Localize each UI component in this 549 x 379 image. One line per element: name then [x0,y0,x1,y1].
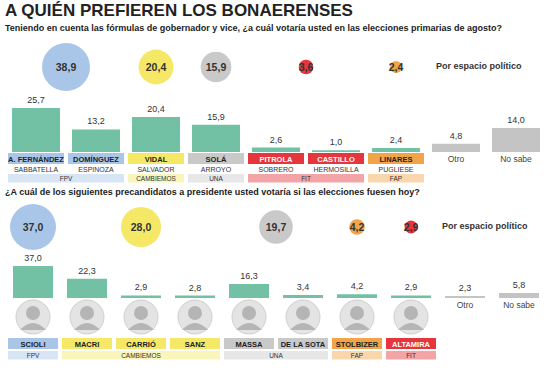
svg-text:FPV: FPV [27,352,40,359]
svg-text:MASSA: MASSA [235,340,263,349]
svg-text:SALVADOR: SALVADOR [137,166,174,173]
html-text:Teniendo en cuenta las fórmula: Teniendo en cuenta las fórmulas de gober… [5,23,502,33]
html-text:Por espacio político: Por espacio político [436,61,522,71]
svg-text:SOLÁ: SOLÁ [206,155,227,164]
svg-text:FAP: FAP [390,175,402,182]
svg-text:DOMÍNGUEZ: DOMÍNGUEZ [73,155,119,164]
svg-text:2,8: 2,8 [189,283,202,293]
svg-text:2,4: 2,4 [389,61,404,73]
svg-text:UNA: UNA [209,175,223,182]
html-text:A QUIÉN PREFIEREN LOS BONAEREN: A QUIÉN PREFIEREN LOS BONAERENSES [5,1,353,20]
svg-text:2,3: 2,3 [459,283,472,293]
svg-text:19,7: 19,7 [266,221,287,233]
svg-text:14,0: 14,0 [507,115,525,125]
svg-text:STOLBIZER: STOLBIZER [336,340,379,349]
svg-text:15,9: 15,9 [206,61,227,73]
svg-text:13,2: 13,2 [87,116,105,126]
svg-text:CAMBIEMOS: CAMBIEMOS [121,352,161,359]
svg-text:2,9: 2,9 [404,221,419,233]
svg-text:28,0: 28,0 [131,221,152,233]
svg-text:FIT: FIT [301,175,311,182]
svg-text:38,9: 38,9 [56,61,77,73]
svg-text:Otro: Otro [448,154,465,164]
svg-text:4,2: 4,2 [351,281,364,291]
svg-text:1,0: 1,0 [330,137,343,147]
svg-text:VIDAL: VIDAL [145,155,168,164]
svg-text:No sabe: No sabe [503,300,535,310]
svg-text:LINARES: LINARES [380,155,413,164]
svg-text:Otro: Otro [457,300,474,310]
svg-text:FAP: FAP [351,352,363,359]
svg-text:22,3: 22,3 [78,266,96,276]
svg-text:FIT: FIT [406,352,416,359]
svg-text:PITROLA: PITROLA [260,155,293,164]
svg-text:PUGLIESE: PUGLIESE [378,166,413,173]
svg-text:16,3: 16,3 [240,271,258,281]
svg-text:No sabe: No sabe [500,154,532,164]
svg-text:SCIOLI: SCIOLI [20,340,45,349]
html-text:¿A cuál de los siguientes prec: ¿A cuál de los siguientes precandidatos … [5,187,420,197]
svg-text:CASTILLO: CASTILLO [317,155,355,164]
svg-text:15,9: 15,9 [207,112,225,122]
svg-text:UNA: UNA [269,352,283,359]
svg-text:DE LA SOTA: DE LA SOTA [281,340,326,349]
svg-text:3,4: 3,4 [297,282,310,292]
svg-text:2,4: 2,4 [390,135,403,145]
svg-text:37,0: 37,0 [23,221,44,233]
svg-text:ESPINOZA: ESPINOZA [78,166,114,173]
svg-text:SABBATELLA: SABBATELLA [14,166,59,173]
svg-text:CAMBIEMOS: CAMBIEMOS [136,175,176,182]
svg-text:2,6: 2,6 [270,135,283,145]
svg-text:A. FERNÁNDEZ: A. FERNÁNDEZ [8,155,64,164]
svg-text:20,4: 20,4 [147,104,165,114]
svg-text:ALTAMIRA: ALTAMIRA [392,340,431,349]
svg-text:HERMOSILLA: HERMOSILLA [313,166,358,173]
svg-text:4,2: 4,2 [350,221,365,233]
svg-text:20,4: 20,4 [146,61,167,73]
svg-text:2,9: 2,9 [405,282,418,292]
svg-text:FPV: FPV [60,175,73,182]
html-text:Por espacio político: Por espacio político [442,221,528,231]
svg-text:ARROYO: ARROYO [201,166,232,173]
svg-text:SANZ: SANZ [185,340,206,349]
svg-text:2,9: 2,9 [135,282,148,292]
svg-text:MACRI: MACRI [75,340,100,349]
svg-text:CARRIÓ: CARRIÓ [126,340,156,349]
svg-text:5,8: 5,8 [513,280,526,290]
svg-text:37,0: 37,0 [24,253,42,263]
svg-text:4,8: 4,8 [450,131,463,141]
svg-text:SOBRERO: SOBRERO [258,166,294,173]
svg-text:25,7: 25,7 [27,95,45,105]
svg-text:3,6: 3,6 [299,61,314,73]
